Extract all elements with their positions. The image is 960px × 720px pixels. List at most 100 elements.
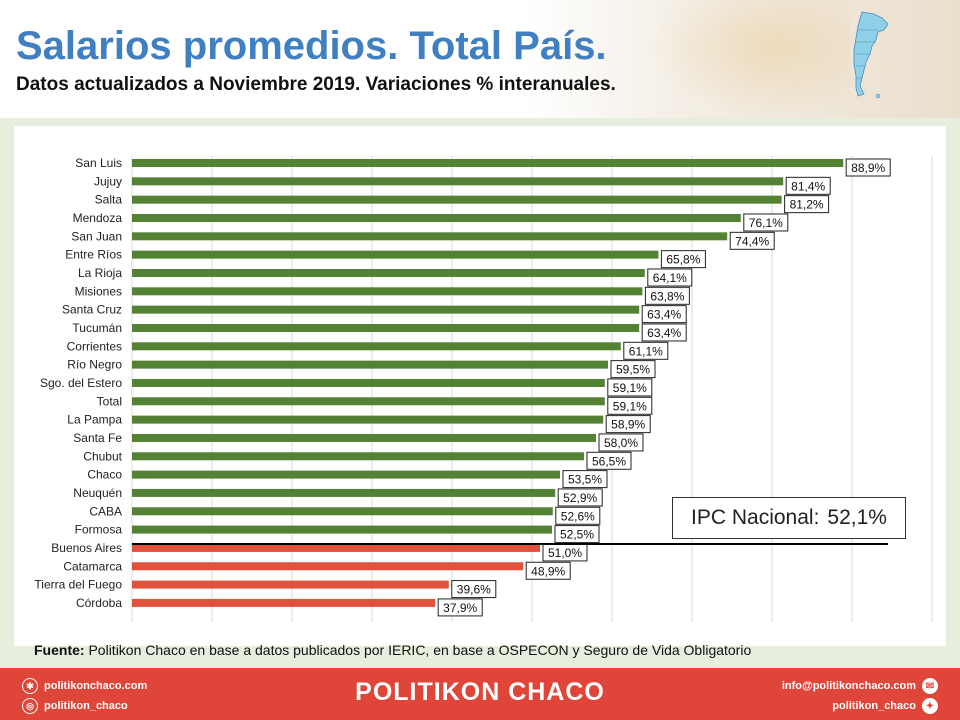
footer-instagram[interactable]: ◎ politikon_chaco xyxy=(22,698,128,714)
data-label-box xyxy=(557,488,603,507)
category-label: Santa Fe xyxy=(73,431,122,445)
data-label-box xyxy=(743,213,789,232)
bar xyxy=(132,323,640,332)
source-text: Politikon Chaco en base a datos publicad… xyxy=(88,642,752,658)
data-label: 58,0% xyxy=(604,436,638,450)
bar xyxy=(132,598,436,607)
data-label: 39,6% xyxy=(457,583,491,597)
bar xyxy=(132,195,782,204)
category-label: Chaco xyxy=(87,468,122,482)
plot-area: San Luis 88,9% Jujuy 81,4% Salta 81,2% Mendoza… xyxy=(14,126,946,646)
category-label: Tucumán xyxy=(72,321,122,335)
data-label: 52,6% xyxy=(561,509,595,523)
email-icon: ✉ xyxy=(922,678,938,694)
data-label-box xyxy=(605,415,651,434)
data-label: 51,0% xyxy=(548,546,582,560)
data-label: 88,9% xyxy=(851,161,885,175)
data-label-box xyxy=(554,525,600,544)
data-label: 63,4% xyxy=(647,326,681,340)
footer-twitter[interactable]: politikon_chaco ✦ xyxy=(832,698,938,714)
data-label-box xyxy=(644,286,690,305)
data-label: 59,5% xyxy=(616,363,650,377)
category-label: San Juan xyxy=(71,229,122,243)
data-label: 52,9% xyxy=(563,491,597,505)
data-label: 52,5% xyxy=(560,528,594,542)
data-label-box xyxy=(641,305,687,324)
category-label: Entre Ríos xyxy=(65,248,122,262)
category-label: Río Negro xyxy=(67,358,122,372)
data-label-box xyxy=(555,506,601,525)
bar xyxy=(132,232,728,241)
bar xyxy=(132,213,741,222)
data-label-box xyxy=(660,250,706,269)
ipc-label: IPC Nacional: xyxy=(691,506,820,529)
data-label: 81,2% xyxy=(790,198,824,212)
data-label: 59,1% xyxy=(613,399,647,413)
data-label-box xyxy=(729,231,775,250)
ipc-annotation: IPC Nacional: 52,1% xyxy=(672,497,906,539)
category-label: Catamarca xyxy=(63,559,122,573)
page-title: Salarios promedios. Total País. xyxy=(16,24,607,68)
argentina-map-icon xyxy=(853,11,889,99)
bar xyxy=(132,397,605,406)
data-label-box xyxy=(641,323,687,342)
bar-chart: San Luis 88,9% Jujuy 81,4% Salta 81,2% Mendoza… xyxy=(34,156,933,622)
bar xyxy=(132,342,621,351)
data-label: 64,1% xyxy=(653,271,687,285)
ipc-value: 52,1% xyxy=(827,506,887,529)
data-label: 53,5% xyxy=(568,473,602,487)
category-label: Chubut xyxy=(83,449,122,463)
bar xyxy=(132,177,784,186)
source-label: Fuente: xyxy=(34,642,85,658)
header-background-decoration xyxy=(650,0,850,118)
footer-twitter-text: politikon_chaco xyxy=(832,700,916,712)
data-label-box xyxy=(437,598,483,617)
footer-email[interactable]: info@politikonchaco.com ✉ xyxy=(782,678,938,694)
data-label-box xyxy=(607,396,653,415)
data-label-box xyxy=(784,195,830,214)
data-label: 59,1% xyxy=(613,381,647,395)
bar xyxy=(132,525,552,534)
bar xyxy=(132,452,584,461)
data-label-box xyxy=(845,158,891,177)
data-label: 63,4% xyxy=(647,308,681,322)
globe-icon: ✱ xyxy=(22,678,38,694)
bar xyxy=(132,305,640,314)
bar xyxy=(132,360,608,369)
category-label: San Luis xyxy=(75,156,122,170)
bar xyxy=(132,250,659,259)
category-label: Mendoza xyxy=(73,211,123,225)
data-label-box xyxy=(785,176,831,195)
category-label: Sgo. del Estero xyxy=(40,376,122,390)
data-label: 61,1% xyxy=(629,344,663,358)
bar xyxy=(132,287,643,296)
data-label: 74,4% xyxy=(735,234,769,248)
category-label: Formosa xyxy=(75,523,123,537)
category-label: Neuquén xyxy=(73,486,122,500)
data-label: 65,8% xyxy=(666,253,700,267)
category-label: La Rioja xyxy=(78,266,122,280)
category-label: Jujuy xyxy=(94,174,122,188)
data-label-box xyxy=(607,378,653,397)
data-label: 81,4% xyxy=(791,179,825,193)
bar xyxy=(132,268,645,277)
bar xyxy=(132,415,604,424)
bar xyxy=(132,378,605,387)
data-label: 48,9% xyxy=(531,564,565,578)
bar xyxy=(132,507,553,516)
twitter-icon: ✦ xyxy=(922,698,938,714)
category-label: Misiones xyxy=(75,284,122,298)
data-label-box xyxy=(623,341,669,360)
data-label-box xyxy=(586,451,632,470)
footer-website-text: politikonchaco.com xyxy=(44,680,148,692)
bar xyxy=(132,543,540,552)
page-subtitle: Datos actualizados a Noviembre 2019. Var… xyxy=(16,74,616,95)
data-label: 63,8% xyxy=(650,289,684,303)
footer-website[interactable]: ✱ politikonchaco.com xyxy=(22,678,147,694)
data-label: 76,1% xyxy=(749,216,783,230)
data-label-box xyxy=(598,433,644,452)
data-label-box xyxy=(525,561,571,580)
data-label-box xyxy=(647,268,693,287)
data-label-box xyxy=(451,580,497,599)
data-label-box xyxy=(562,470,608,489)
